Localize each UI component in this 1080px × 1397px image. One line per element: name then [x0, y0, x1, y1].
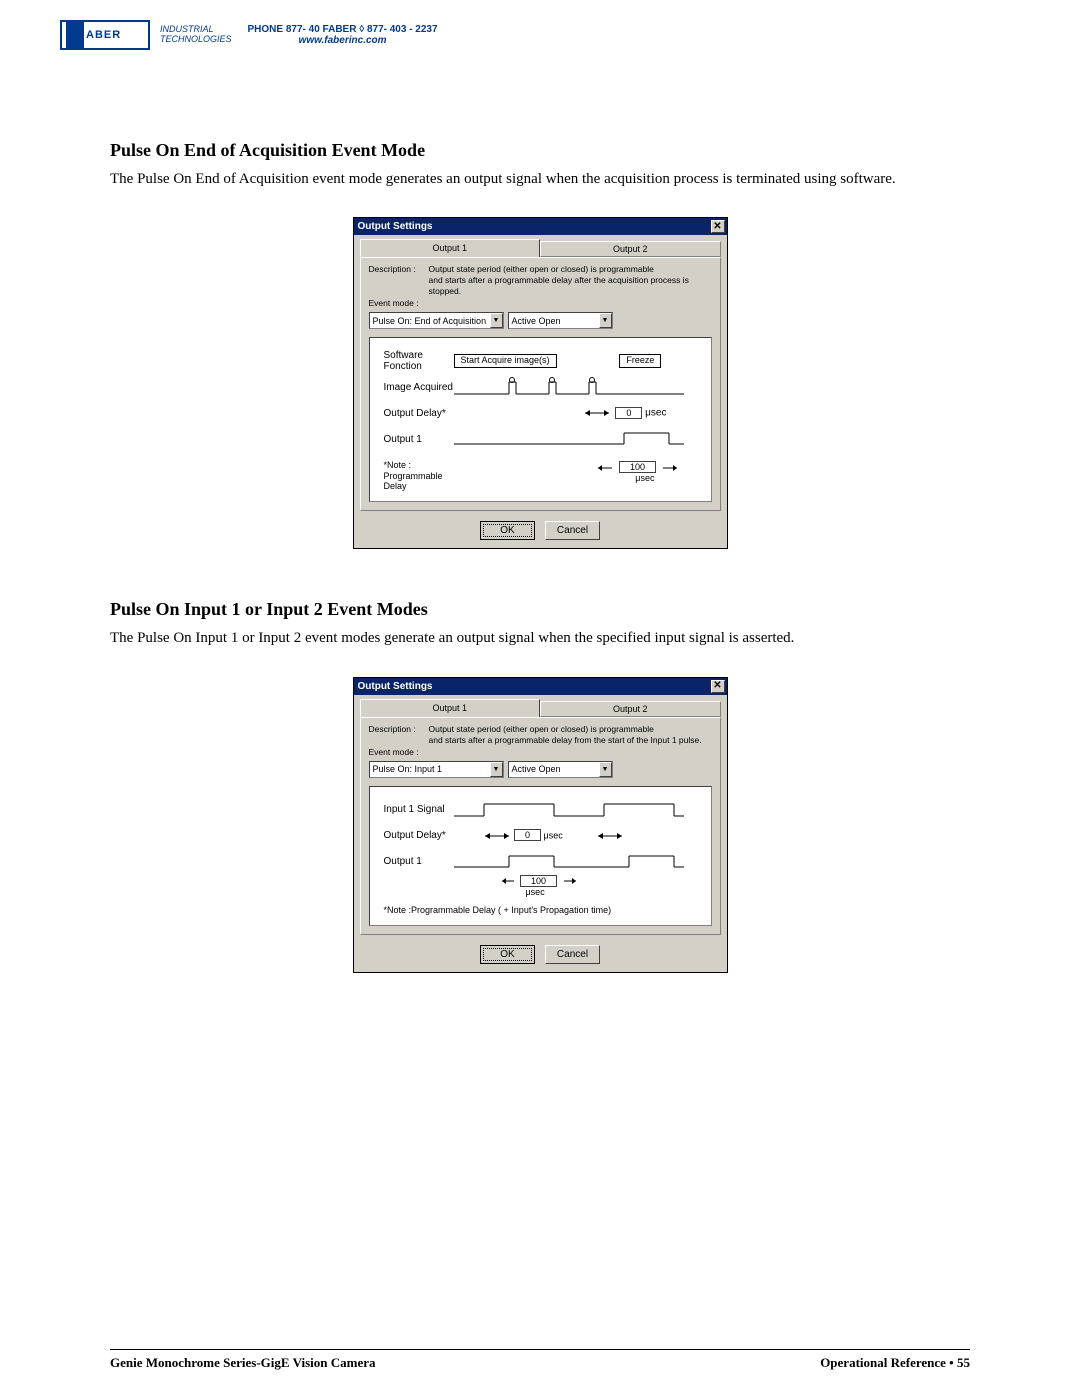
ok-button[interactable]: OK: [480, 521, 535, 540]
close-icon[interactable]: ✕: [711, 680, 725, 693]
row-output-delay: Output Delay*: [384, 408, 454, 420]
dialog-titlebar: Output Settings ✕: [354, 218, 727, 235]
ok-button[interactable]: OK: [480, 945, 535, 964]
output-settings-dialog-1: Output Settings ✕ Output 1 Output 2 Desc…: [353, 217, 728, 549]
polarity-dropdown[interactable]: Active Open ▼: [508, 312, 613, 329]
logo-text: ABER: [86, 29, 121, 41]
section2-heading: Pulse On Input 1 or Input 2 Event Modes: [110, 599, 970, 620]
freeze-box: Freeze: [619, 354, 661, 368]
header-contact: PHONE 877- 40 FABER ◊ 877- 403 - 2237 ww…: [248, 24, 438, 46]
page-footer: Genie Monochrome Series-GigE Vision Came…: [110, 1349, 970, 1371]
description-label: Description :: [369, 264, 429, 297]
cancel-button[interactable]: Cancel: [545, 945, 600, 964]
description-text: Output state period (either open or clos…: [429, 724, 712, 746]
close-icon[interactable]: ✕: [711, 220, 725, 233]
output1-waveform: [454, 853, 684, 871]
chevron-down-icon: ▼: [599, 313, 612, 328]
description-label: Description :: [369, 724, 429, 746]
timing-diagram-1: Software Fonction Start Acquire image(s)…: [369, 337, 712, 502]
faber-logo: ABER: [60, 20, 150, 50]
eventmode-label: Event mode :: [369, 298, 429, 309]
start-acquire-box: Start Acquire image(s): [454, 354, 557, 368]
diagram-note: *Note :Programmable Delay ( + Input's Pr…: [384, 905, 697, 915]
page-header: ABER INDUSTRIAL TECHNOLOGIES PHONE 877- …: [60, 20, 1020, 50]
pulse-value: 100: [619, 461, 656, 473]
pulse-unit: μsec: [635, 473, 676, 483]
delay-unit: μsec: [544, 830, 563, 840]
row-image-acquired: Image Acquired: [384, 382, 454, 394]
section1-body: The Pulse On End of Acquisition event mo…: [110, 169, 970, 189]
tab-output1[interactable]: Output 1: [360, 239, 541, 257]
section1-heading: Pulse On End of Acquisition Event Mode: [110, 140, 970, 161]
chevron-down-icon: ▼: [599, 762, 612, 777]
eventmode-dropdown[interactable]: Pulse On: Input 1 ▼: [369, 761, 504, 778]
input1-waveform: [454, 800, 684, 820]
dialog-titlebar: Output Settings ✕: [354, 678, 727, 695]
tab-output2[interactable]: Output 2: [540, 241, 721, 257]
description-text: Output state period (either open or clos…: [429, 264, 712, 297]
row-software-fonction: Software Fonction: [384, 350, 454, 373]
tab-output2[interactable]: Output 2: [540, 701, 721, 717]
dialog-title: Output Settings: [358, 681, 433, 692]
pulse-value: 100: [520, 875, 557, 887]
polarity-dropdown[interactable]: Active Open ▼: [508, 761, 613, 778]
cancel-button[interactable]: Cancel: [545, 521, 600, 540]
diagram-note: *Note : Programmable Delay: [384, 460, 454, 491]
pulse-unit: μsec: [502, 887, 545, 897]
dialog-title: Output Settings: [358, 221, 433, 232]
delay-unit: μsec: [645, 408, 666, 419]
row-output1: Output 1: [384, 856, 454, 868]
logo-subtitle: INDUSTRIAL TECHNOLOGIES: [160, 25, 232, 45]
row-output-delay: Output Delay*: [384, 830, 454, 842]
row-output1: Output 1: [384, 434, 454, 446]
output1-waveform: [454, 430, 684, 448]
image-acquired-waveform: [454, 376, 684, 398]
eventmode-dropdown[interactable]: Pulse On: End of Acquisition ▼: [369, 312, 504, 329]
chevron-down-icon: ▼: [490, 313, 503, 328]
delay-value: 0: [615, 407, 642, 419]
footer-left: Genie Monochrome Series-GigE Vision Came…: [110, 1355, 376, 1371]
tab-output1[interactable]: Output 1: [360, 699, 541, 717]
chevron-down-icon: ▼: [490, 762, 503, 777]
delay-value: 0: [514, 829, 541, 841]
eventmode-label: Event mode :: [369, 747, 429, 758]
timing-diagram-2: Input 1 Signal: [369, 786, 712, 926]
row-input1-signal: Input 1 Signal: [384, 804, 454, 816]
output-settings-dialog-2: Output Settings ✕ Output 1 Output 2 Desc…: [353, 677, 728, 973]
footer-right: Operational Reference • 55: [820, 1355, 970, 1371]
section2-body: The Pulse On Input 1 or Input 2 event mo…: [110, 628, 970, 648]
